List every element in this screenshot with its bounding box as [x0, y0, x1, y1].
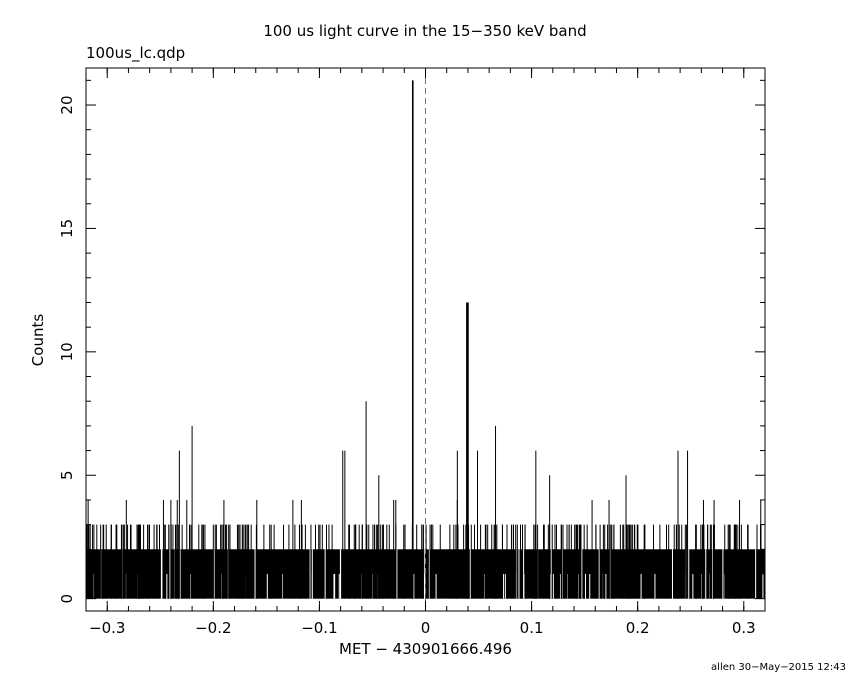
count-bars [87, 80, 762, 599]
background-gap [605, 573, 607, 599]
background-gap [334, 573, 336, 599]
file-label: 100us_lc.qdp [86, 44, 186, 62]
background-gap [428, 549, 430, 599]
background-gap [169, 549, 171, 599]
x-tick-label: 0 [421, 619, 431, 637]
background-gap [435, 573, 437, 599]
y-tick-label: 10 [58, 342, 76, 361]
background-gap [589, 573, 591, 599]
x-tick-label: −0.2 [195, 619, 231, 637]
background-gap [671, 549, 673, 599]
background-gap [712, 549, 714, 599]
background-gap [266, 573, 268, 599]
background-gap [339, 549, 341, 599]
background-gap [213, 549, 215, 599]
background-gap [309, 549, 311, 599]
background-gap [502, 573, 504, 599]
background-gap [161, 549, 163, 599]
background-gap [581, 549, 583, 599]
x-tick-label: 0.2 [626, 619, 650, 637]
y-tick-label: 0 [58, 594, 76, 604]
background-gap [324, 549, 326, 599]
background-gap [609, 549, 611, 599]
y-tick-label: 15 [58, 219, 76, 238]
chart-title: 100 us light curve in the 15−350 keV ban… [263, 22, 587, 40]
background-gap [166, 573, 168, 599]
tick-labels: −0.3 −0.2 −0.1 0 0.1 0.2 0.3 0 5 10 15 20 [58, 95, 756, 637]
background-gap [523, 549, 525, 599]
background-gap [722, 549, 724, 599]
background-gap [762, 573, 764, 599]
background-gap [705, 549, 707, 599]
background-gap [561, 549, 563, 599]
background-gap [598, 549, 600, 599]
background-gap [559, 573, 561, 599]
background-gap [254, 549, 256, 599]
background-gap [333, 573, 335, 599]
background-gap [518, 549, 520, 599]
background-gap [469, 549, 471, 599]
x-tick-label: −0.3 [89, 619, 125, 637]
footer-credit: allen 30−May−2015 12:43 [711, 662, 846, 673]
background-gap [413, 573, 415, 599]
background-gap [396, 549, 398, 599]
y-tick-label: 20 [58, 95, 76, 114]
background-gap [423, 549, 425, 599]
axis-ticks [85, 68, 766, 611]
background-gap [282, 573, 284, 599]
x-tick-label: 0.1 [520, 619, 544, 637]
background-gap [424, 573, 426, 599]
background-counts [86, 524, 765, 599]
background-gap [688, 549, 690, 599]
background-gap [552, 573, 554, 599]
background-gap [504, 573, 506, 599]
background-gap [189, 573, 191, 599]
background-gap [311, 549, 313, 599]
background-gap [654, 573, 656, 599]
background-gap [550, 573, 552, 599]
background-gap [220, 573, 222, 599]
background-gap [755, 549, 757, 599]
x-axis-label: MET − 430901666.496 [339, 640, 512, 658]
x-tick-label: −0.1 [301, 619, 337, 637]
y-tick-label: 5 [58, 470, 76, 480]
background-gap [338, 573, 340, 599]
background-gap [692, 573, 694, 599]
background-gap [640, 573, 642, 599]
background-gap [179, 549, 181, 599]
background-gap [160, 549, 162, 599]
x-tick-label: 0.3 [732, 619, 756, 637]
background-gap [584, 573, 586, 599]
